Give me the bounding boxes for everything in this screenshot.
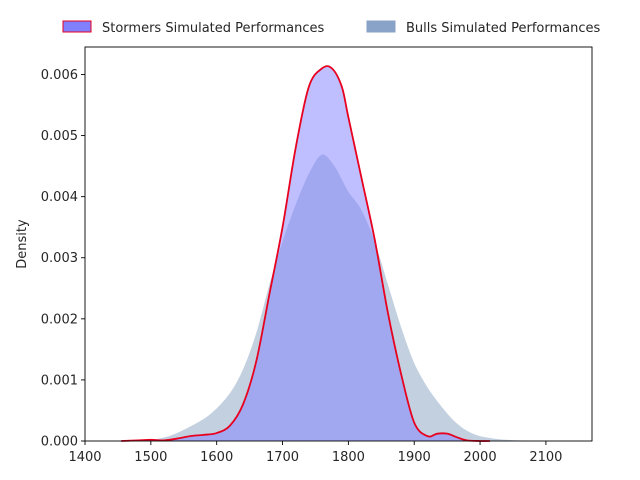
legend-label-stormers: Stormers Simulated Performances [102,21,325,36]
x-tick-label: 1600 [200,450,233,465]
y-tick-label: 0.000 [41,435,78,450]
plot-area [117,65,573,442]
legend-label-bulls: Bulls Simulated Performances [406,21,600,36]
y-axis-label: Density [15,219,30,269]
density-line-stormers [121,65,490,442]
y-tick-label: 0.004 [41,190,78,205]
x-tick-label: 1400 [68,450,101,465]
axes-frame [84,46,593,442]
axes: 1400 1500 1600 1700 1800 1900 2000 2100 0.000 0.0… [41,46,593,465]
x-tick-label: 1500 [134,450,167,465]
legend-item-bulls: Bulls Simulated Performances [366,20,600,36]
x-tick-label: 1700 [266,450,299,465]
density-area-stormers [121,66,490,442]
y-tick-label: 0.001 [41,373,78,388]
legend: Stormers Simulated Performances Bulls Si… [62,20,600,36]
y-tick-label: 0.006 [41,68,78,83]
legend-swatch-stormers [62,20,92,33]
x-tick-label: 2100 [529,450,562,465]
x-tick-label: 1900 [398,450,431,465]
legend-swatch-bulls [366,20,396,33]
x-tick-label: 1800 [332,450,365,465]
y-tick-label: 0.005 [41,129,78,144]
x-tick-label: 2000 [464,450,497,465]
y-tick-label: 0.003 [41,251,78,266]
y-tick-label: 0.002 [41,312,78,327]
legend-item-stormers: Stormers Simulated Performances [62,20,325,36]
